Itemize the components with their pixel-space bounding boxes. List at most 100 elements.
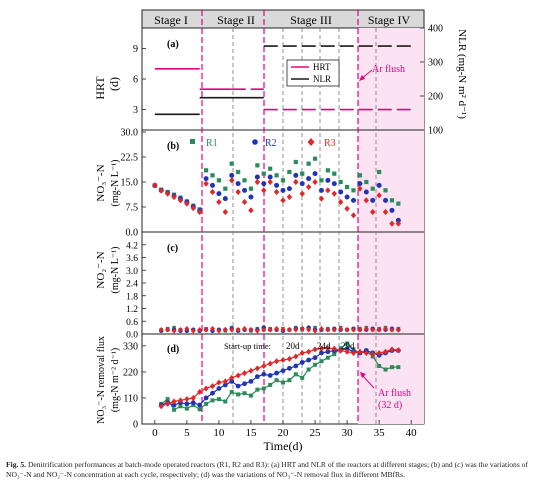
point-r2 xyxy=(306,176,312,182)
point-r1 xyxy=(319,359,324,364)
xtick-label: 10 xyxy=(213,427,225,439)
point-r3 xyxy=(261,362,267,369)
panel-d-label: (d) xyxy=(167,344,179,355)
point-r1 xyxy=(210,398,215,403)
point-r3 xyxy=(177,197,184,204)
point-r3 xyxy=(241,198,248,206)
point-r3 xyxy=(177,397,184,404)
panel-d-series xyxy=(158,341,401,412)
point-r3 xyxy=(299,325,305,332)
legend-r2-label: R2 xyxy=(265,138,277,149)
point-r3 xyxy=(254,365,260,372)
point-r1 xyxy=(223,399,228,404)
point-r3 xyxy=(395,347,401,354)
point-r3 xyxy=(389,326,395,333)
ytick-label: 1.2 xyxy=(126,305,138,315)
point-r1 xyxy=(280,178,286,183)
point-r1 xyxy=(351,188,356,193)
xtick-label: 35 xyxy=(374,427,386,439)
point-r3 xyxy=(209,188,216,196)
point-r1 xyxy=(364,179,369,185)
ytick-label: 220 xyxy=(123,367,138,378)
point-r3 xyxy=(203,385,209,392)
point-r3 xyxy=(222,208,229,216)
point-r3 xyxy=(299,190,305,197)
point-r2 xyxy=(312,355,318,361)
point-r3 xyxy=(376,192,382,199)
point-r3 xyxy=(312,178,318,186)
ytick-label: 0 xyxy=(133,420,138,431)
point-r2 xyxy=(210,390,215,396)
point-r3 xyxy=(370,208,376,216)
ytick-label-right: 200 xyxy=(428,92,443,103)
point-r2 xyxy=(248,194,254,200)
stage-iv-shade xyxy=(358,28,424,424)
point-r1 xyxy=(261,171,266,176)
point-r3 xyxy=(152,182,158,189)
point-r3 xyxy=(267,360,273,367)
panel-b-series xyxy=(152,156,402,227)
point-r3 xyxy=(325,326,331,333)
panel-a-yticks-left: 9 6 3 xyxy=(133,44,146,116)
ytick-label: 0.0 xyxy=(126,331,138,341)
caption-label: Fig. 5. xyxy=(6,460,27,469)
ytick-label: 3 xyxy=(133,105,138,116)
xtick-label: 15 xyxy=(245,427,257,439)
point-r1 xyxy=(345,341,350,346)
point-r1 xyxy=(197,407,202,412)
panel-a-legend: HRT NLR xyxy=(286,59,340,87)
point-r1 xyxy=(274,173,279,178)
point-r3 xyxy=(350,349,357,356)
panel-b-legend: R1 R2 R3 xyxy=(190,138,336,149)
point-r3 xyxy=(203,180,209,187)
ytick-label-right: 300 xyxy=(428,58,443,69)
point-r1 xyxy=(261,386,266,391)
point-r3 xyxy=(171,398,177,405)
point-r3 xyxy=(363,349,369,356)
ytick-label: 7.5 xyxy=(126,203,139,214)
panel-a-legend-box xyxy=(286,59,340,87)
legend-r1-label: R1 xyxy=(206,138,218,149)
legend-r3-label: R3 xyxy=(324,138,336,149)
point-r3 xyxy=(222,378,228,385)
point-r3 xyxy=(184,325,190,332)
point-r2 xyxy=(351,197,356,203)
point-r2 xyxy=(242,187,248,193)
stage-label-3: Stage III xyxy=(290,13,332,27)
point-r3 xyxy=(363,197,370,204)
point-r2 xyxy=(338,189,344,195)
point-r3 xyxy=(184,396,190,403)
point-r1 xyxy=(268,166,273,171)
point-r2 xyxy=(261,371,267,377)
point-r1 xyxy=(236,392,241,397)
point-r2 xyxy=(216,191,222,197)
point-r1 xyxy=(287,378,292,383)
point-r3 xyxy=(248,326,254,333)
point-r3 xyxy=(216,379,222,386)
point-r1 xyxy=(242,178,247,183)
panel-c-ylabel: NO₂⁻-N xyxy=(95,251,107,288)
point-r3 xyxy=(389,220,395,227)
point-r1 xyxy=(274,378,279,383)
point-r3 xyxy=(197,326,203,333)
point-r3 xyxy=(382,208,389,216)
point-r3 xyxy=(261,326,267,333)
point-r1 xyxy=(389,365,394,370)
point-r3 xyxy=(338,325,344,332)
point-r3 xyxy=(376,349,382,356)
point-r3 xyxy=(235,188,241,196)
point-r3 xyxy=(351,326,356,333)
ytick-label: 330 xyxy=(123,341,138,352)
point-r3 xyxy=(165,326,171,333)
point-r3 xyxy=(158,187,164,194)
point-r2 xyxy=(229,172,235,178)
point-r3 xyxy=(331,190,337,197)
point-r1 xyxy=(248,393,253,398)
point-r1 xyxy=(396,365,401,370)
legend-hrt-label: HRT xyxy=(313,62,331,72)
panel-d-ar-flush-arrowhead xyxy=(360,372,366,378)
point-r2 xyxy=(286,186,292,192)
point-r3 xyxy=(196,208,203,216)
point-r2 xyxy=(370,197,376,203)
ytick-label-right: 100 xyxy=(428,126,443,137)
